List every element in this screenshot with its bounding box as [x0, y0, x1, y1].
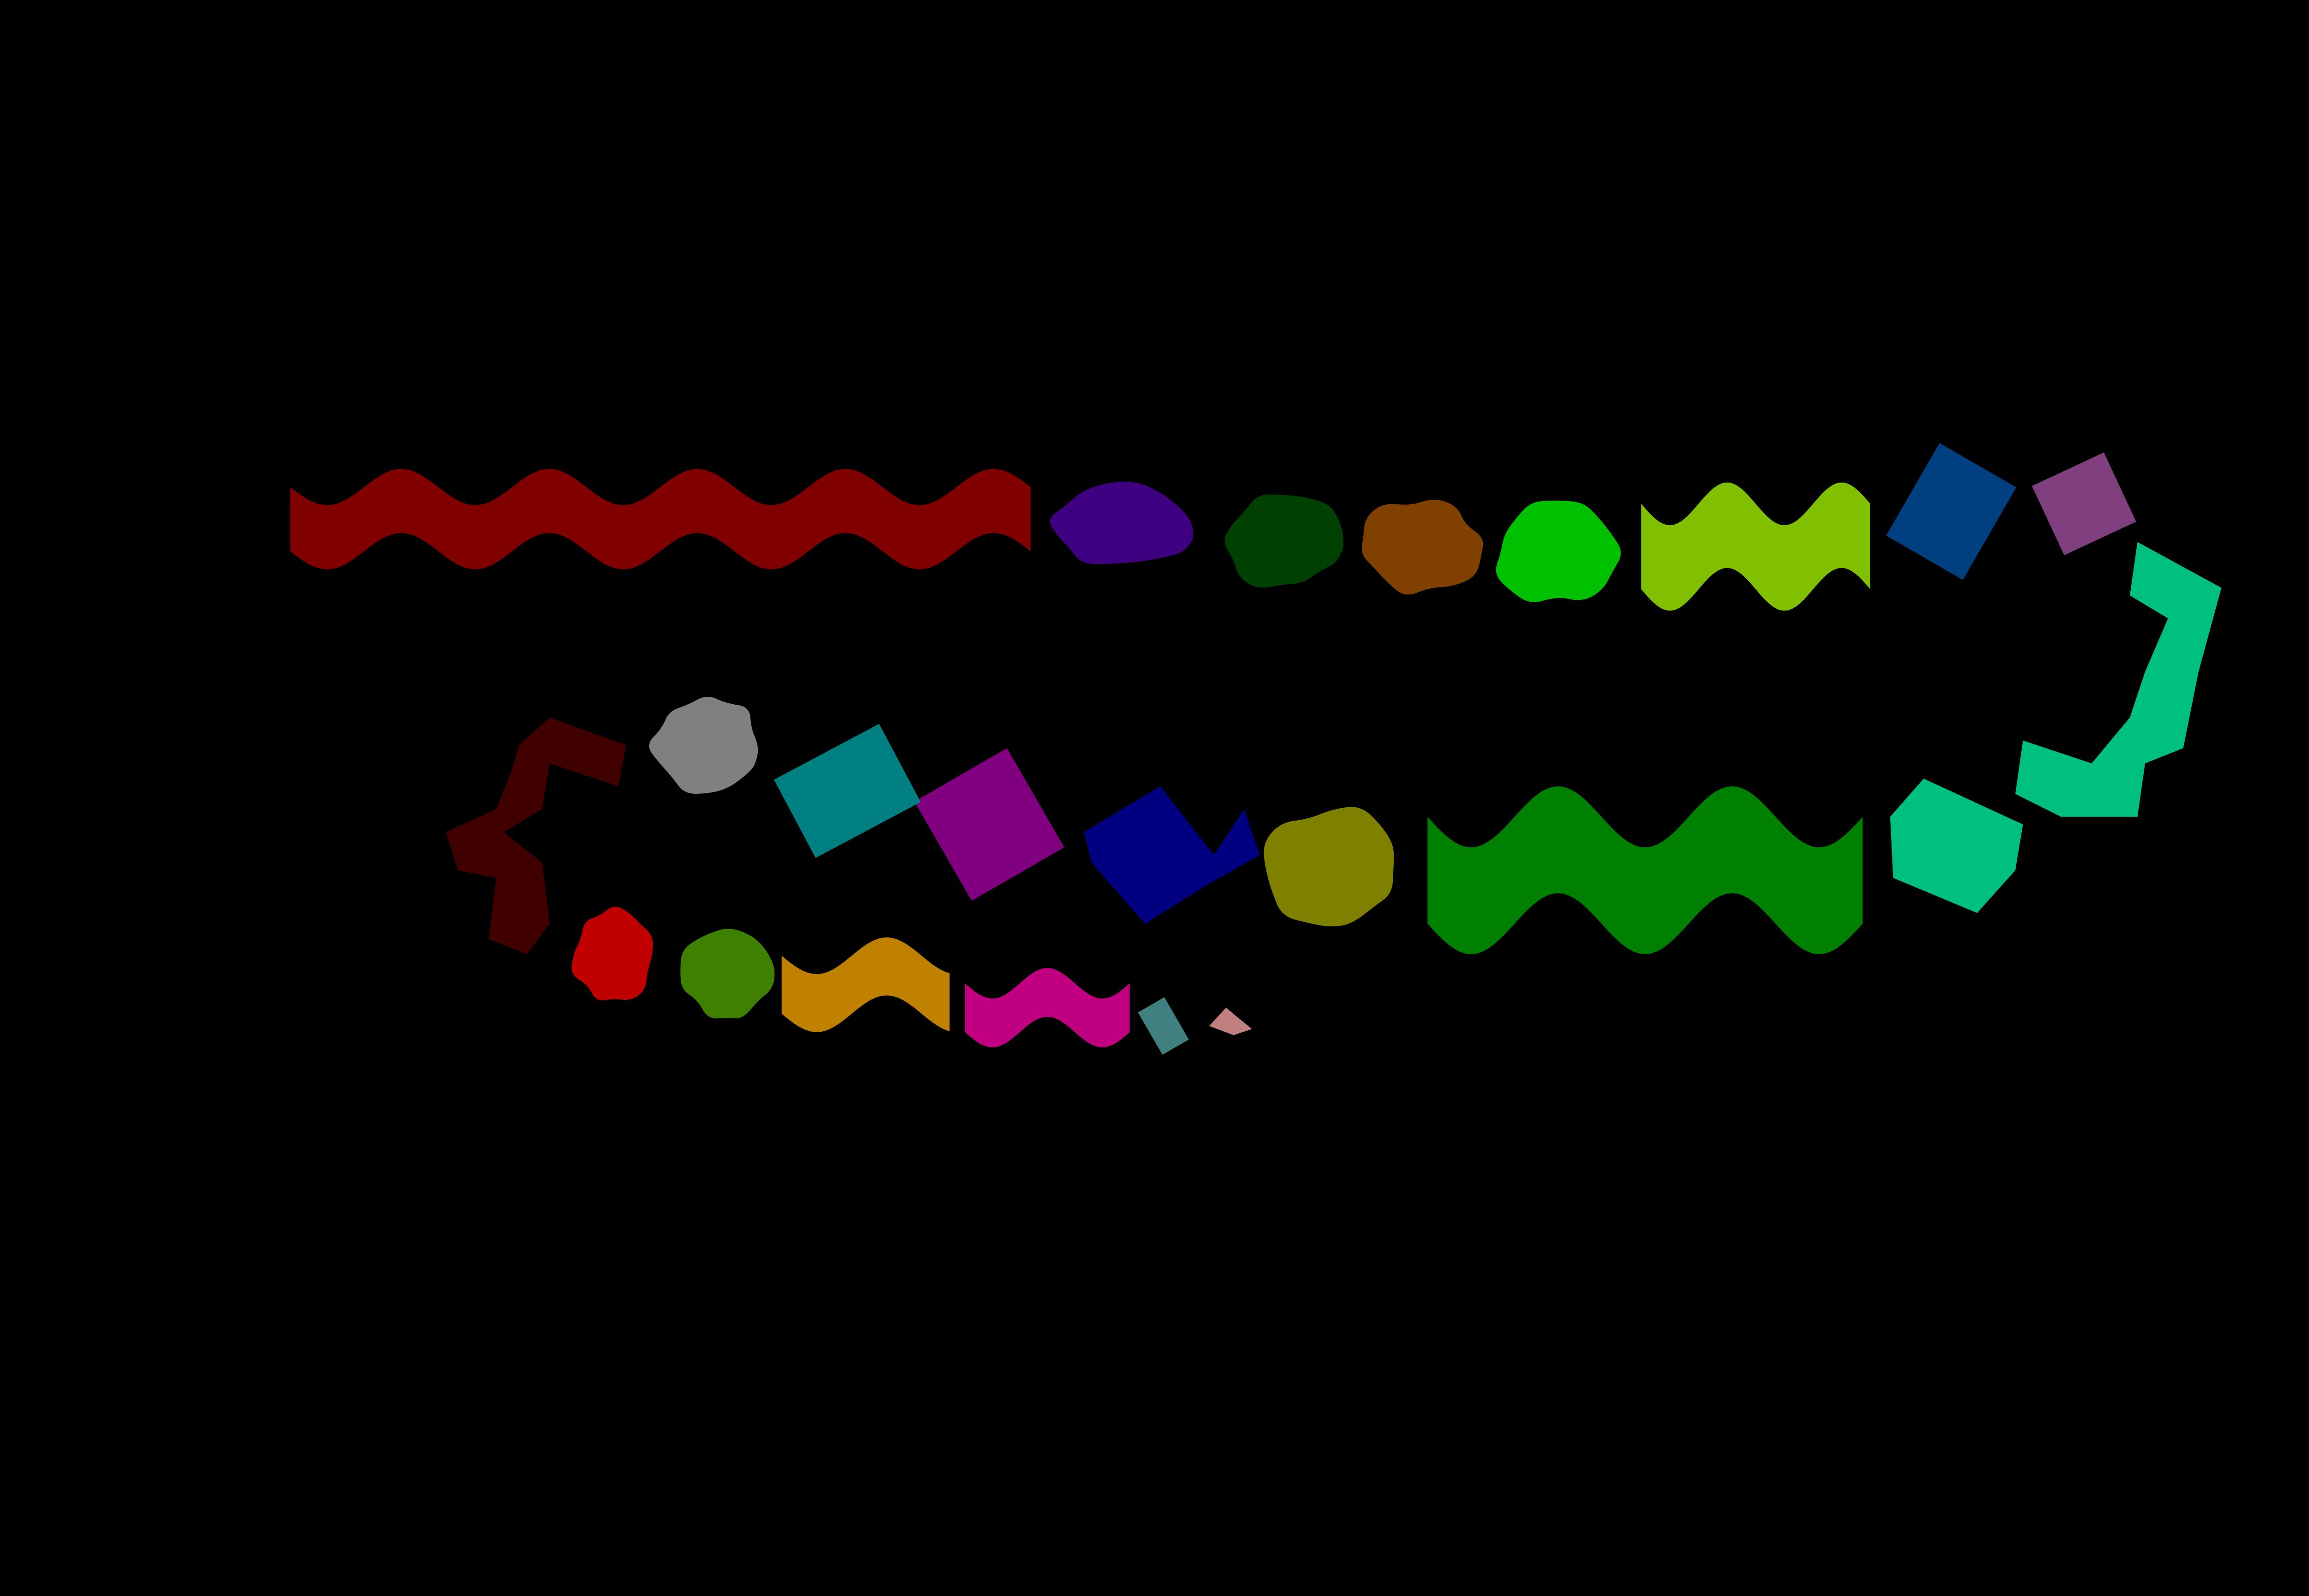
segment-19 [680, 929, 775, 1019]
segment-05 [1496, 501, 1624, 602]
segment-13 [1084, 786, 1260, 924]
segment-23 [1209, 1008, 1252, 1035]
segment-17 [446, 717, 626, 955]
segment-16 [649, 696, 759, 794]
segment-11 [1427, 786, 1863, 955]
segment-01 [290, 469, 1031, 570]
segment-20 [781, 937, 950, 1032]
segment-08 [2032, 452, 2136, 556]
segment-15 [774, 724, 921, 858]
segment-04 [1362, 499, 1485, 595]
segment-06 [1641, 482, 1870, 611]
segment-09 [2015, 542, 2222, 817]
segment-18 [571, 907, 653, 1001]
segment-03 [1224, 494, 1345, 588]
segment-12 [1263, 807, 1394, 926]
segment-02 [1050, 482, 1195, 564]
segment-10 [1890, 779, 2023, 913]
segment-22 [1138, 997, 1189, 1055]
segment-07 [1886, 443, 2017, 580]
segment-14 [914, 748, 1064, 901]
segment-21 [965, 968, 1130, 1047]
